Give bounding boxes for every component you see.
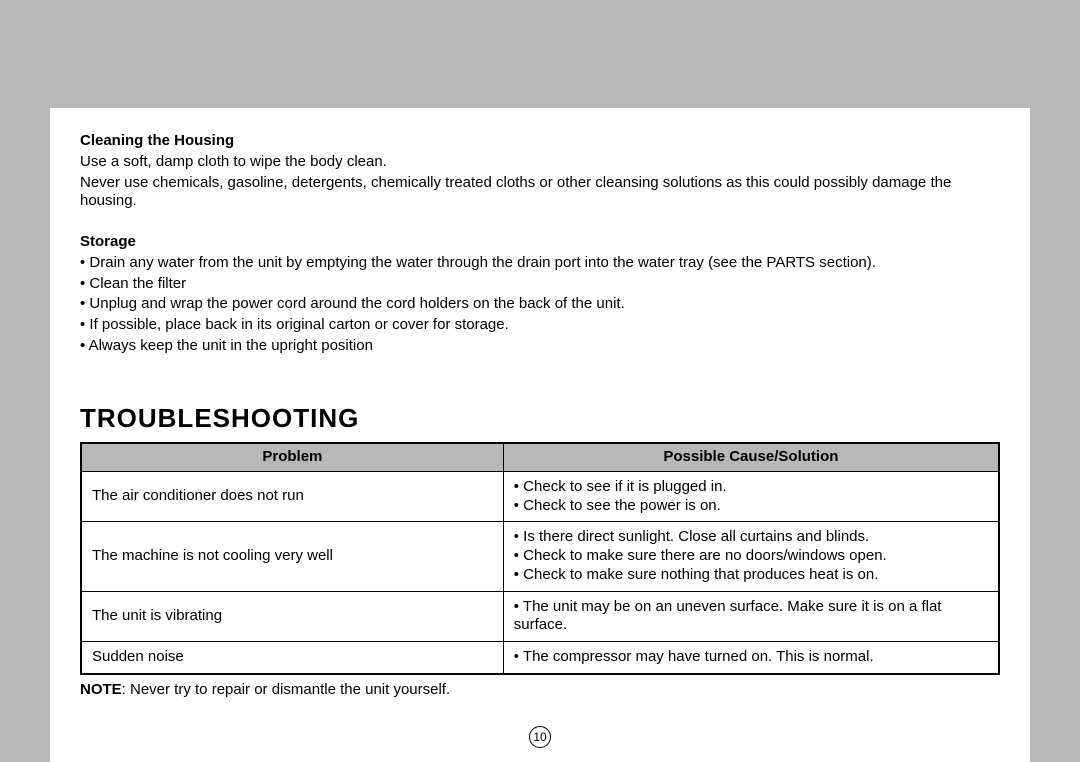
cell-problem: The air conditioner does not run: [81, 471, 503, 522]
table-row: Sudden noise • The compressor may have t…: [81, 642, 999, 674]
table-row: The unit is vibrating • The unit may be …: [81, 591, 999, 642]
table-row: The machine is not cooling very well • I…: [81, 522, 999, 591]
cleaning-section: Cleaning the Housing Use a soft, damp cl…: [80, 132, 1000, 211]
cell-problem: The unit is vibrating: [81, 591, 503, 642]
page-number-badge: 10: [529, 726, 551, 748]
cleaning-line1: Use a soft, damp cloth to wipe the body …: [80, 153, 1000, 172]
storage-item: • Always keep the unit in the upright po…: [80, 337, 1000, 356]
storage-bullets: • Drain any water from the unit by empty…: [80, 254, 1000, 356]
cleaning-line2: Never use chemicals, gasoline, detergent…: [80, 174, 1000, 212]
cleaning-heading: Cleaning the Housing: [80, 132, 1000, 151]
storage-heading: Storage: [80, 233, 1000, 252]
troubleshooting-title: TROUBLESHOOTING: [80, 402, 1000, 435]
note-line: NOTE: Never try to repair or dismantle t…: [80, 681, 1000, 700]
cell-solution: • Check to see if it is plugged in.• Che…: [503, 471, 999, 522]
document-page: Cleaning the Housing Use a soft, damp cl…: [50, 0, 1030, 762]
cell-problem: The machine is not cooling very well: [81, 522, 503, 591]
storage-item: • Clean the filter: [80, 275, 1000, 294]
cell-solution: • Is there direct sunlight. Close all cu…: [503, 522, 999, 591]
storage-item: • If possible, place back in its origina…: [80, 316, 1000, 335]
cell-problem: Sudden noise: [81, 642, 503, 674]
storage-item: • Drain any water from the unit by empty…: [80, 254, 1000, 273]
cell-solution: • The unit may be on an uneven surface. …: [503, 591, 999, 642]
col-header-problem: Problem: [81, 443, 503, 471]
note-bold: NOTE: [80, 681, 122, 698]
table-row: The air conditioner does not run • Check…: [81, 471, 999, 522]
page-content: Cleaning the Housing Use a soft, damp cl…: [50, 108, 1030, 720]
page-number: 10: [533, 730, 546, 744]
col-header-solution: Possible Cause/Solution: [503, 443, 999, 471]
storage-item: • Unplug and wrap the power cord around …: [80, 295, 1000, 314]
troubleshooting-table: Problem Possible Cause/Solution The air …: [80, 442, 1000, 675]
table-header-row: Problem Possible Cause/Solution: [81, 443, 999, 471]
note-rest: : Never try to repair or dismantle the u…: [122, 681, 450, 698]
storage-section: Storage • Drain any water from the unit …: [80, 233, 1000, 356]
header-bar: [50, 0, 1030, 108]
cell-solution: • The compressor may have turned on. Thi…: [503, 642, 999, 674]
